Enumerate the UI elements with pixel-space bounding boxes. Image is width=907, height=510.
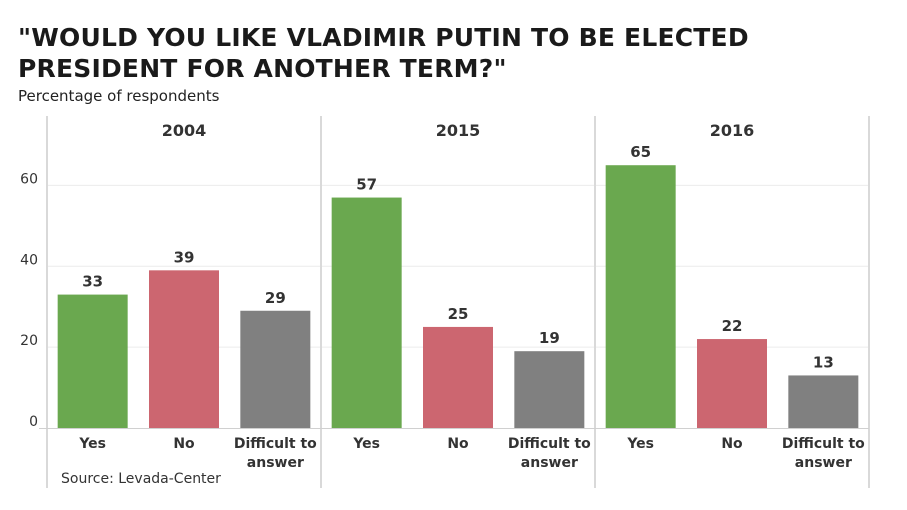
bar <box>423 326 493 428</box>
panel-header-label: 2015 <box>436 121 481 140</box>
data-label: 57 <box>356 176 377 194</box>
x-category-label: Yes <box>626 436 654 452</box>
data-label: 22 <box>722 317 743 335</box>
bar <box>57 294 128 428</box>
y-tick-label: 40 <box>20 252 38 268</box>
x-category-label: Difficult to <box>782 436 865 452</box>
x-category-label: No <box>447 436 469 452</box>
data-label: 65 <box>630 143 651 161</box>
bar <box>605 165 676 428</box>
chart-title: "WOULD YOU LIKE VLADIMIR PUTIN TO BE ELE… <box>18 23 749 83</box>
panel-header-label: 2016 <box>710 121 755 140</box>
bar <box>331 197 402 428</box>
x-category-label: Yes <box>352 436 380 452</box>
bar <box>697 339 767 428</box>
data-label: 25 <box>448 305 469 323</box>
x-category-label: answer <box>247 455 304 471</box>
y-tick-label: 60 <box>20 171 38 187</box>
data-label: 39 <box>174 248 195 266</box>
bar <box>240 310 311 428</box>
data-label: 33 <box>82 273 103 291</box>
y-tick-label: 0 <box>29 414 38 430</box>
bar <box>149 270 219 428</box>
y-tick-label: 20 <box>20 333 38 349</box>
x-category-label: answer <box>521 455 578 471</box>
data-label: 29 <box>265 289 286 307</box>
bar <box>788 375 859 428</box>
bar <box>514 351 585 428</box>
x-category-label: Difficult to <box>234 436 317 452</box>
x-category-label: No <box>173 436 195 452</box>
source-note: Source: Levada-Center <box>61 471 221 487</box>
x-category-label: Difficult to <box>508 436 591 452</box>
panel-header-label: 2004 <box>162 121 207 140</box>
data-label: 19 <box>539 329 560 347</box>
x-category-label: No <box>721 436 743 452</box>
x-category-label: Yes <box>78 436 106 452</box>
chart-subtitle: Percentage of respondents <box>18 87 220 105</box>
data-label: 13 <box>813 353 834 371</box>
x-category-label: answer <box>795 455 852 471</box>
